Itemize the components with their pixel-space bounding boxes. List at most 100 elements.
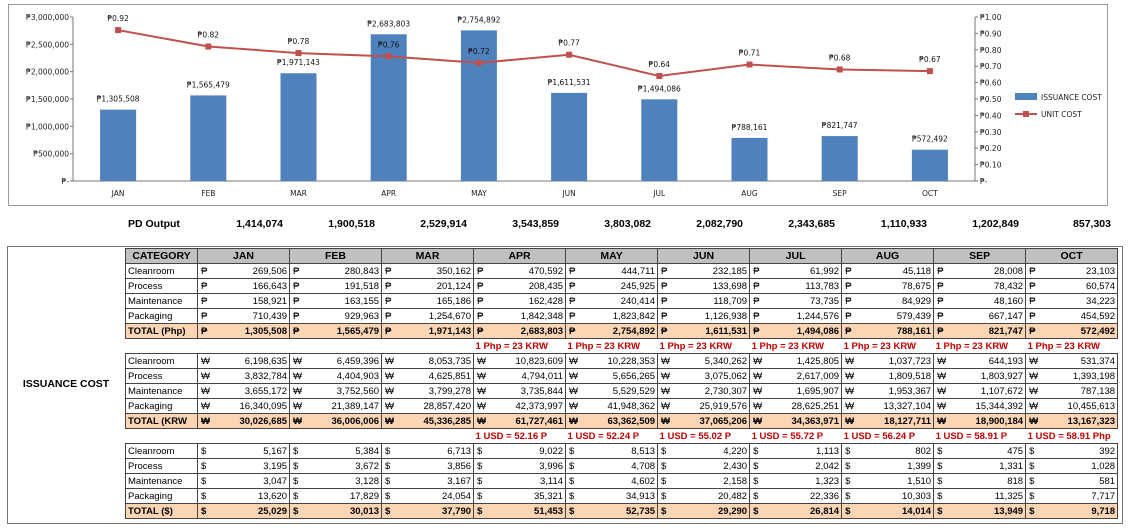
cost-value: 4,404,903 [301, 368, 383, 384]
pd-output-value: 2,343,685 [788, 218, 835, 230]
currency-symbol: ₩ [841, 368, 854, 384]
currency-symbol: ₩ [657, 383, 670, 399]
currency-symbol: ₱ [197, 323, 210, 339]
right-tick-label: ₱1.00 [980, 13, 1002, 22]
currency-symbol: $ [933, 458, 946, 474]
cost-value: 581 [1037, 473, 1119, 489]
currency-symbol: ₱ [197, 263, 210, 279]
currency-symbol: ₩ [473, 353, 486, 369]
currency-symbol: ₩ [841, 398, 854, 414]
currency-symbol: ₱ [657, 323, 670, 339]
currency-symbol: $ [933, 443, 946, 459]
x-tick-label: FEB [201, 189, 215, 198]
total-label: TOTAL (Php) [125, 323, 198, 339]
currency-symbol: ₱ [473, 293, 486, 309]
exchange-rate-note: 1 Php = 23 KRW [565, 338, 658, 354]
cost-value: 15,344,392 [945, 398, 1027, 414]
cost-value: 113,783 [761, 278, 843, 294]
line-data-label: ₱0.68 [829, 53, 851, 62]
table-row: Maintenance ₩3,655,172 ₩3,752,560 ₩3,799,27… [125, 383, 1119, 399]
total-label: TOTAL ($) [125, 503, 198, 519]
cost-value: 2,158 [669, 473, 751, 489]
rate-spacer [126, 339, 198, 354]
bar [731, 137, 768, 181]
currency-symbol: ₱ [1025, 323, 1038, 339]
table-row: Packaging ₱ 710,439 ₱ 929,963 ₱ 1,254,670 ₱ 1,84… [125, 308, 1119, 324]
cost-value: 9,022 [485, 443, 567, 459]
rate-spacer [381, 428, 474, 444]
cost-value: 818 [945, 473, 1027, 489]
cost-value: 34,913 [577, 488, 659, 504]
cost-value: 133,698 [669, 278, 751, 294]
exchange-rate-note: 1 USD = 56.24 P [841, 428, 934, 444]
currency-symbol: ₱ [933, 263, 946, 279]
currency-symbol: ₩ [657, 398, 670, 414]
currency-symbol: $ [657, 443, 670, 459]
legend-line-marker [1023, 111, 1029, 117]
currency-symbol: $ [197, 443, 210, 459]
currency-symbol: $ [197, 473, 210, 489]
currency-symbol: ₱ [841, 308, 854, 324]
header-month: MAY [565, 248, 659, 264]
currency-symbol: $ [749, 473, 762, 489]
currency-symbol: $ [197, 488, 210, 504]
line-marker [836, 66, 843, 73]
bar [460, 30, 497, 182]
cost-value: 4,708 [577, 458, 659, 474]
cost-value: 6,713 [393, 443, 475, 459]
currency-symbol: ₱ [657, 263, 670, 279]
currency-symbol: ₩ [657, 413, 670, 429]
pd-output-value: 2,529,914 [420, 218, 467, 230]
left-tick-label: ₱2,500,000 [26, 40, 69, 49]
table-row: Process ₩3,832,784 ₩4,404,903 ₩4,625,851 ₩4,… [125, 368, 1119, 384]
currency-symbol: ₱ [841, 278, 854, 294]
total-value: 37,065,206 [669, 413, 751, 429]
cost-value: 10,228,353 [577, 353, 659, 369]
cost-value: 191,518 [301, 278, 383, 294]
cost-value: 13,327,104 [853, 398, 935, 414]
cost-value: 232,185 [669, 263, 751, 279]
header-month: AUG [841, 248, 935, 264]
cost-value: 1,037,723 [853, 353, 935, 369]
cost-value: 2,042 [761, 458, 843, 474]
total-label: TOTAL (KRW [125, 413, 198, 429]
currency-symbol: ₩ [289, 398, 302, 414]
currency-symbol: $ [473, 458, 486, 474]
bar-data-label: ₱572,492 [912, 135, 948, 144]
total-value: 18,900,184 [945, 413, 1027, 429]
currency-symbol: ₱ [197, 308, 210, 324]
rate-spacer [289, 428, 382, 444]
bar-data-label: ₱821,747 [822, 121, 858, 130]
currency-symbol: $ [197, 458, 210, 474]
total-value: 821,747 [945, 323, 1027, 339]
cost-value: 23,103 [1037, 263, 1119, 279]
currency-symbol: $ [933, 473, 946, 489]
bar-data-label: ₱788,161 [732, 123, 768, 132]
cost-value: 22,336 [761, 488, 843, 504]
currency-symbol: ₱ [565, 278, 578, 294]
table-row: Process $3,195 $3,672 $3,856 $3,996 $4,708 $2,… [125, 458, 1119, 474]
currency-symbol: $ [197, 503, 210, 519]
currency-symbol: $ [565, 443, 578, 459]
currency-symbol: ₩ [381, 353, 394, 369]
exchange-rate-note: 1 Php = 23 KRW [657, 338, 750, 354]
cost-value: 3,655,172 [209, 383, 291, 399]
left-tick-label: ₱1,000,000 [26, 122, 69, 131]
total-row: TOTAL ($) $25,029 $30,013 $37,790 $51,453 $52… [125, 503, 1119, 519]
total-value: 63,362,509 [577, 413, 659, 429]
currency-symbol: ₩ [473, 398, 486, 414]
cost-value: 165,186 [393, 293, 475, 309]
currency-symbol: $ [381, 488, 394, 504]
row-category: Maintenance [125, 293, 198, 309]
currency-symbol: $ [841, 488, 854, 504]
cost-value: 3,167 [393, 473, 475, 489]
currency-symbol: ₩ [933, 383, 946, 399]
cost-value: 3,856 [393, 458, 475, 474]
total-value: 13,167,323 [1037, 413, 1119, 429]
bar-data-label: ₱1,305,508 [97, 95, 140, 104]
currency-symbol: ₱ [381, 308, 394, 324]
cost-value: 2,730,307 [669, 383, 751, 399]
cost-value: 454,592 [1037, 308, 1119, 324]
cost-value: 61,992 [761, 263, 843, 279]
header-month: JUN [657, 248, 751, 264]
